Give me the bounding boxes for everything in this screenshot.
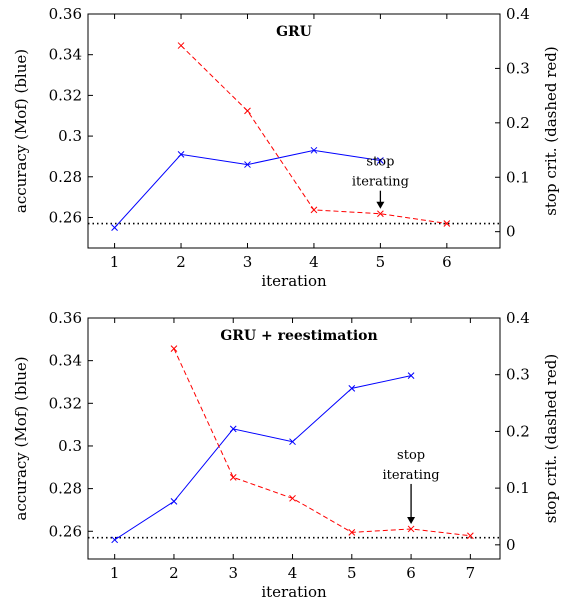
stop-crit-point-marker bbox=[289, 494, 296, 502]
x-tick-label: 5 bbox=[376, 253, 386, 271]
stop-crit-point-marker bbox=[443, 220, 451, 227]
y-right-tick-label: 0 bbox=[506, 223, 516, 241]
y-left-tick-label: 0.34 bbox=[49, 352, 82, 370]
stop-crit-point-marker bbox=[467, 532, 474, 540]
annotation-arrow-head bbox=[407, 516, 416, 524]
stop-crit-point-marker bbox=[407, 525, 415, 533]
stop-crit-point-marker bbox=[310, 206, 318, 214]
accuracy-point-marker bbox=[111, 224, 118, 232]
x-tick-label: 2 bbox=[169, 564, 179, 582]
y-left-axis-label: accuracy (Mof) (blue) bbox=[12, 356, 30, 520]
accuracy-series-line bbox=[114, 149, 381, 228]
y-left-tick-label: 0.36 bbox=[49, 309, 82, 327]
x-tick-label: 6 bbox=[442, 253, 452, 271]
accuracy-point-marker bbox=[289, 438, 296, 446]
x-tick-label: 5 bbox=[347, 564, 357, 582]
x-tick-label: 1 bbox=[110, 564, 120, 582]
panel-title: GRU + reestimation bbox=[220, 328, 377, 344]
x-tick-label: 6 bbox=[406, 564, 416, 582]
accuracy-point-marker bbox=[177, 151, 185, 158]
accuracy-series-line bbox=[114, 375, 412, 541]
annotation-arrow-head bbox=[376, 201, 385, 209]
y-right-tick-label: 0 bbox=[506, 536, 516, 554]
y-left-tick-label: 0.36 bbox=[49, 5, 82, 23]
x-tick-label: 3 bbox=[228, 564, 238, 582]
y-right-tick-label: 0.1 bbox=[506, 479, 530, 497]
accuracy-point-marker bbox=[310, 146, 318, 154]
x-tick-label: 7 bbox=[466, 564, 476, 582]
accuracy-point-marker bbox=[244, 161, 251, 168]
accuracy-point-marker bbox=[348, 385, 356, 392]
panel-title: GRU bbox=[276, 24, 312, 40]
y-left-tick-label: 0.34 bbox=[49, 46, 82, 64]
plot-frame bbox=[87, 317, 501, 560]
y-right-tick-label: 0.4 bbox=[506, 5, 530, 23]
stop-crit-point-marker bbox=[244, 107, 251, 115]
annotation-stop-text: stop bbox=[397, 448, 425, 463]
panel-2: 1 2 3 4 5 6 7 0.26 0.28 0.3 0.32 0.34 0.36 0 0.1 0.2 0.3… bbox=[12, 309, 560, 601]
y-left-tick-label: 0.26 bbox=[49, 522, 82, 540]
y-left-tick-label: 0.3 bbox=[58, 127, 82, 145]
stop-crit-point-marker bbox=[348, 528, 356, 536]
x-tick-label: 2 bbox=[176, 253, 186, 271]
y-left-tick-label: 0.26 bbox=[49, 208, 82, 226]
annotation-stop-text: stop bbox=[366, 155, 394, 170]
annotation-iterating-text: iterating bbox=[383, 468, 440, 483]
y-right-axis-label: stop crit. (dashed red) bbox=[542, 354, 560, 524]
stop-crit-point-marker bbox=[170, 345, 178, 352]
y-left-tick-label: 0.3 bbox=[58, 437, 82, 455]
y-left-tick-label: 0.28 bbox=[49, 168, 82, 186]
x-tick-label: 3 bbox=[243, 253, 253, 271]
x-axis-label: iteration bbox=[261, 583, 327, 601]
accuracy-point-marker bbox=[407, 372, 415, 379]
y-right-tick-label: 0.4 bbox=[506, 309, 530, 327]
stop-crit-point-marker bbox=[377, 210, 384, 218]
y-right-tick-label: 0.3 bbox=[506, 59, 530, 77]
x-tick-label: 4 bbox=[309, 253, 319, 271]
y-left-tick-label: 0.32 bbox=[49, 394, 82, 412]
stop-crit-point-marker bbox=[229, 473, 237, 481]
panel-1: 1 2 3 4 5 6 0.26 0.28 0.3 0.32 0.34 0.36 0 0.1 0.2 0.3 0… bbox=[12, 5, 560, 290]
stop-crit-series-line bbox=[173, 348, 471, 537]
x-tick-label: 4 bbox=[288, 564, 298, 582]
y-right-axis-label: stop crit. (dashed red) bbox=[542, 46, 560, 216]
plot-frame bbox=[87, 13, 501, 249]
y-right-tick-label: 0.2 bbox=[506, 422, 530, 440]
accuracy-point-marker bbox=[377, 157, 384, 164]
stop-crit-series-line bbox=[180, 45, 447, 225]
accuracy-point-marker bbox=[229, 425, 237, 433]
annotation-iterating-text: iterating bbox=[352, 175, 409, 190]
stop-crit-point-marker bbox=[177, 42, 185, 49]
y-left-tick-label: 0.32 bbox=[49, 86, 82, 104]
y-left-tick-label: 0.28 bbox=[49, 480, 82, 498]
y-left-axis-label: accuracy (Mof) (blue) bbox=[12, 49, 30, 213]
accuracy-point-marker bbox=[170, 498, 178, 505]
accuracy-point-marker bbox=[111, 536, 119, 544]
x-tick-label: 1 bbox=[110, 253, 120, 271]
y-right-tick-label: 0.2 bbox=[506, 114, 530, 132]
x-axis-label: iteration bbox=[261, 272, 327, 290]
y-right-tick-label: 0.3 bbox=[506, 366, 530, 384]
y-right-tick-label: 0.1 bbox=[506, 168, 530, 186]
